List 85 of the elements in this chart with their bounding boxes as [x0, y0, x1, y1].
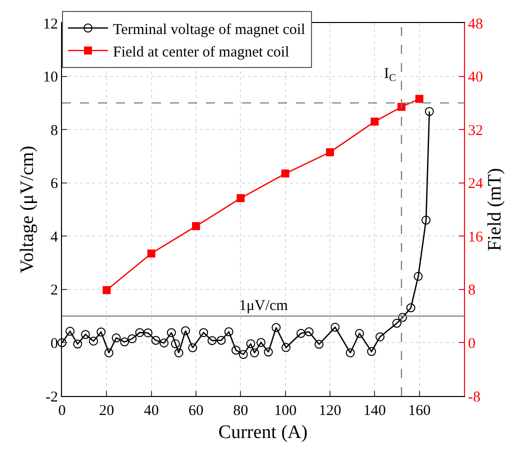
- x-tick-label: 120: [318, 403, 342, 419]
- point: [398, 312, 408, 322]
- point: [58, 338, 66, 348]
- y-tick-label: 10: [43, 70, 58, 86]
- point: [104, 348, 114, 358]
- x-tick-label: 60: [188, 403, 204, 419]
- point: [166, 328, 176, 338]
- point: [376, 332, 385, 342]
- point: [208, 336, 217, 346]
- point: [128, 334, 137, 344]
- point: [188, 343, 198, 352]
- point: [238, 350, 248, 359]
- y2-tick-label: 16: [468, 229, 484, 246]
- point: [66, 326, 75, 336]
- ref-line-label: I$_{C}$: [384, 66, 396, 84]
- point: [406, 303, 416, 312]
- y2-tick-label: 40: [468, 70, 483, 86]
- point: [397, 102, 406, 111]
- point: [174, 348, 184, 358]
- point: [256, 338, 266, 347]
- point: [102, 286, 111, 294]
- point: [282, 343, 290, 352]
- y2-tick-label: 48: [468, 16, 483, 32]
- point: [96, 328, 106, 337]
- point: [414, 272, 423, 281]
- point: [346, 348, 355, 358]
- y2-axis-title: Field (mT): [484, 168, 506, 251]
- point: [415, 94, 424, 103]
- x-axis-title: Current (A): [218, 422, 308, 443]
- point: [88, 336, 98, 346]
- point: [326, 148, 334, 156]
- point: [147, 249, 156, 258]
- point: [330, 322, 340, 332]
- point: [250, 348, 260, 358]
- point: [181, 326, 190, 336]
- x-tick-label: 100: [274, 403, 297, 419]
- point: [151, 336, 160, 345]
- y2-tick-label: 32: [468, 122, 483, 139]
- legend-label: Terminal voltage of magnet coil: [113, 22, 306, 38]
- point: [73, 340, 82, 349]
- point: [216, 336, 226, 345]
- y2-tick-label: 24: [468, 176, 484, 192]
- point: [224, 327, 234, 336]
- point: [354, 328, 364, 338]
- y-tick-label: 6: [50, 176, 58, 192]
- x-tick-label: 160: [408, 403, 431, 419]
- point: [231, 346, 240, 355]
- point: [80, 330, 90, 339]
- y2-tick-label: 8: [468, 282, 476, 299]
- point: [192, 222, 200, 230]
- y2-tick-label: 0: [468, 336, 476, 352]
- point: [281, 170, 290, 178]
- ref-line-label: 1μV/cm: [239, 298, 288, 314]
- x-tick-label: 20: [99, 403, 114, 419]
- point: [236, 194, 245, 202]
- point: [160, 338, 169, 348]
- point: [264, 348, 273, 357]
- x-tick-label: 140: [363, 403, 386, 419]
- point: [272, 323, 281, 332]
- y2-tick-label: -8: [468, 389, 480, 406]
- point: [422, 216, 431, 225]
- point: [199, 328, 208, 338]
- legend-label: Field at center of magnet coil: [113, 44, 290, 60]
- point: [120, 337, 130, 346]
- y-tick-label: 12: [43, 16, 58, 32]
- point: [370, 118, 379, 126]
- point: [143, 328, 152, 338]
- x-tick-label: 80: [233, 403, 248, 419]
- point: [367, 347, 376, 356]
- point: [246, 339, 256, 348]
- y-tick-label: -2: [46, 389, 58, 406]
- point: [296, 328, 306, 338]
- point: [170, 339, 180, 348]
- y-tick-label: 2: [50, 282, 58, 299]
- point: [304, 327, 314, 336]
- y-tick-label: 4: [50, 229, 58, 246]
- y-tick-label: 8: [50, 122, 58, 139]
- point: [424, 106, 434, 116]
- x-tick-label: 40: [144, 403, 159, 419]
- point: [112, 333, 121, 342]
- point: [135, 328, 144, 338]
- point: [314, 340, 324, 349]
- y-tick-label: 0: [50, 336, 58, 352]
- point: [392, 318, 402, 328]
- y-axis-title: Voltage (μV/cm): [16, 146, 38, 274]
